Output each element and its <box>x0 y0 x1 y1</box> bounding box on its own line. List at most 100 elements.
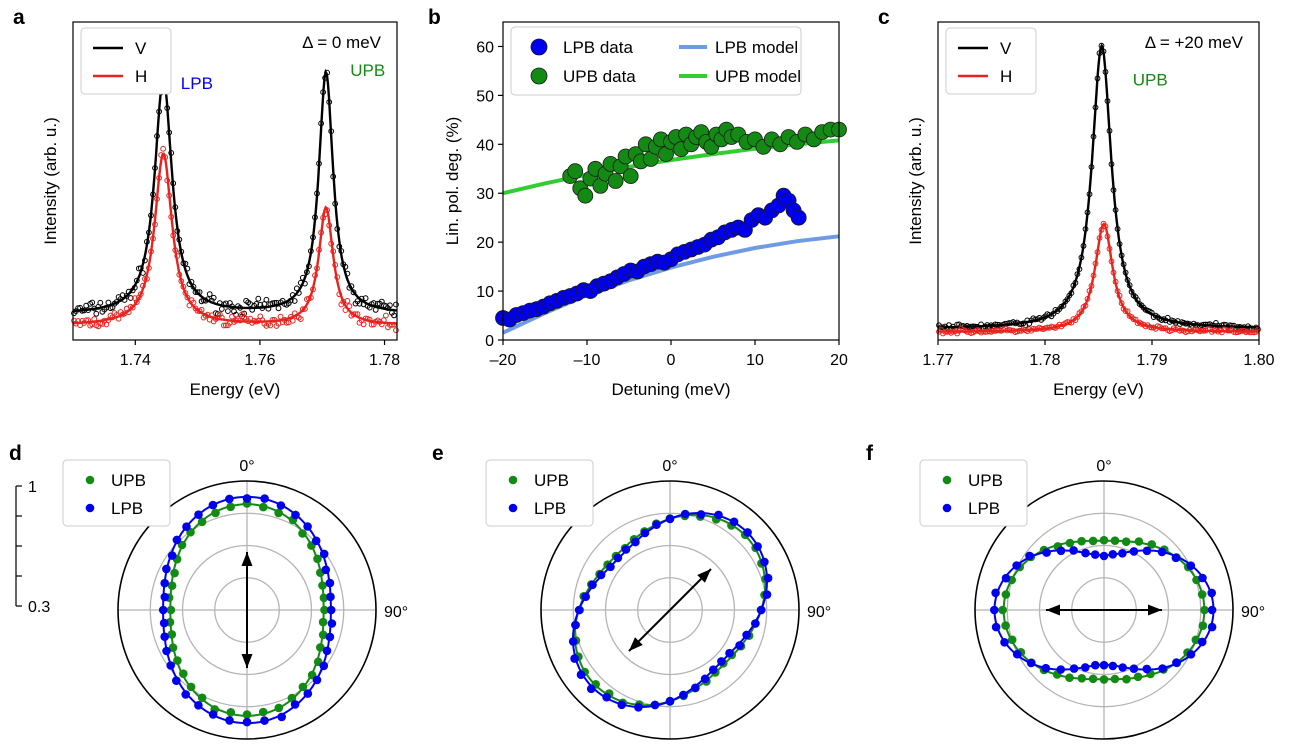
data-point <box>1069 664 1079 673</box>
y-tick-label: 50 <box>476 88 494 105</box>
data-point <box>1108 550 1118 559</box>
data-point <box>160 632 169 641</box>
series-LPB-e <box>568 509 773 712</box>
data-point <box>1122 674 1131 684</box>
data-point <box>242 710 252 719</box>
data-point <box>700 674 710 684</box>
data-point <box>260 716 269 725</box>
data-point <box>197 517 207 527</box>
data-point <box>208 500 218 510</box>
data-point <box>186 682 196 692</box>
angle-label-0: 0° <box>1096 458 1111 475</box>
data-point <box>274 508 283 518</box>
legend-label: UPB <box>111 471 146 490</box>
data-point <box>297 316 304 323</box>
data-point <box>1147 540 1156 549</box>
data-point <box>290 700 300 709</box>
arrow-head <box>241 654 253 668</box>
fit-line-H <box>938 222 1259 333</box>
angle-label-90: 90° <box>807 604 831 621</box>
data-point <box>717 657 726 666</box>
data-point <box>291 510 300 520</box>
data-point <box>258 707 268 717</box>
data-point <box>1142 664 1152 674</box>
data-point <box>356 300 363 307</box>
legend-label: LPB model <box>715 38 798 57</box>
y-axis-label: Lin. pol. deg. (%) <box>443 117 462 246</box>
legend-label: LPB <box>968 499 1000 518</box>
data-point <box>387 302 393 309</box>
legend-label: V <box>1000 39 1012 58</box>
legend-box <box>945 27 1037 95</box>
data-point <box>313 554 322 564</box>
data-point <box>214 311 221 317</box>
data-point <box>225 494 234 504</box>
data-point <box>696 510 706 519</box>
data-point <box>588 580 597 590</box>
panel-d: 0° 90° d UPB LPB 1 0.3 <box>9 442 408 740</box>
data-point <box>998 605 1007 615</box>
legend: VH <box>80 27 172 95</box>
y-axis-label: Intensity (arb. u.) <box>41 117 60 245</box>
data-point <box>162 564 171 574</box>
x-tick-label: 1.74 <box>120 352 151 369</box>
data-point <box>181 690 190 699</box>
data-point <box>634 703 643 712</box>
x-tick-label: 1.78 <box>369 352 400 369</box>
data-point <box>1042 548 1051 557</box>
legend-marker <box>508 503 518 513</box>
data-point <box>691 683 700 693</box>
data-point <box>208 710 218 719</box>
x-axis-label: Energy (eV) <box>190 380 281 399</box>
x-tick-label: 1.78 <box>1029 352 1060 369</box>
data-point <box>679 690 688 700</box>
data-point <box>1099 660 1109 670</box>
legend-label: UPB data <box>563 67 636 86</box>
x-tick-label: 20 <box>830 352 848 369</box>
data-point <box>291 298 298 304</box>
data-point <box>325 578 335 588</box>
data-point <box>709 665 718 674</box>
data-point <box>316 643 325 652</box>
data-point <box>1099 535 1109 545</box>
data-point <box>1012 649 1022 659</box>
data-point <box>350 311 357 318</box>
data-point <box>1065 538 1075 548</box>
x-axis-label: Detuning (meV) <box>611 380 730 399</box>
data-point <box>159 618 169 628</box>
data-point <box>1186 561 1196 570</box>
data-point <box>567 163 584 180</box>
data-point <box>1171 553 1181 563</box>
polar-frame <box>117 480 377 740</box>
data-point <box>319 549 329 559</box>
legend-marker <box>85 503 95 513</box>
panel-label: c <box>878 6 890 29</box>
series-UPB-data <box>562 121 847 204</box>
x-tick-label: 1.79 <box>1136 352 1167 369</box>
y-tick-label: 0 <box>485 333 494 350</box>
data-point <box>226 502 235 512</box>
axes-frame <box>937 21 1260 341</box>
data-point <box>1077 536 1086 546</box>
polar-frame <box>974 480 1234 740</box>
data-point <box>97 299 104 306</box>
data-point <box>274 703 284 713</box>
data-point <box>1099 675 1109 684</box>
data-point <box>613 553 623 563</box>
series-H-a <box>71 145 399 334</box>
x-tick-label: 0 <box>667 352 676 369</box>
panel-a: 1.74 1.76 1.78 Energy (eV) Intensity (arb. u… <box>13 6 400 399</box>
data-point <box>289 317 296 324</box>
data-point <box>127 295 134 301</box>
data-point <box>166 605 176 615</box>
data-point <box>1121 537 1131 546</box>
legend-marker <box>942 503 952 513</box>
data-point <box>263 296 270 303</box>
data-point <box>665 696 675 706</box>
data-point <box>226 708 236 717</box>
legend-label: V <box>135 39 147 58</box>
polarization-arrow <box>628 568 712 652</box>
data-point <box>680 509 690 519</box>
series-LPB-f <box>990 546 1217 674</box>
